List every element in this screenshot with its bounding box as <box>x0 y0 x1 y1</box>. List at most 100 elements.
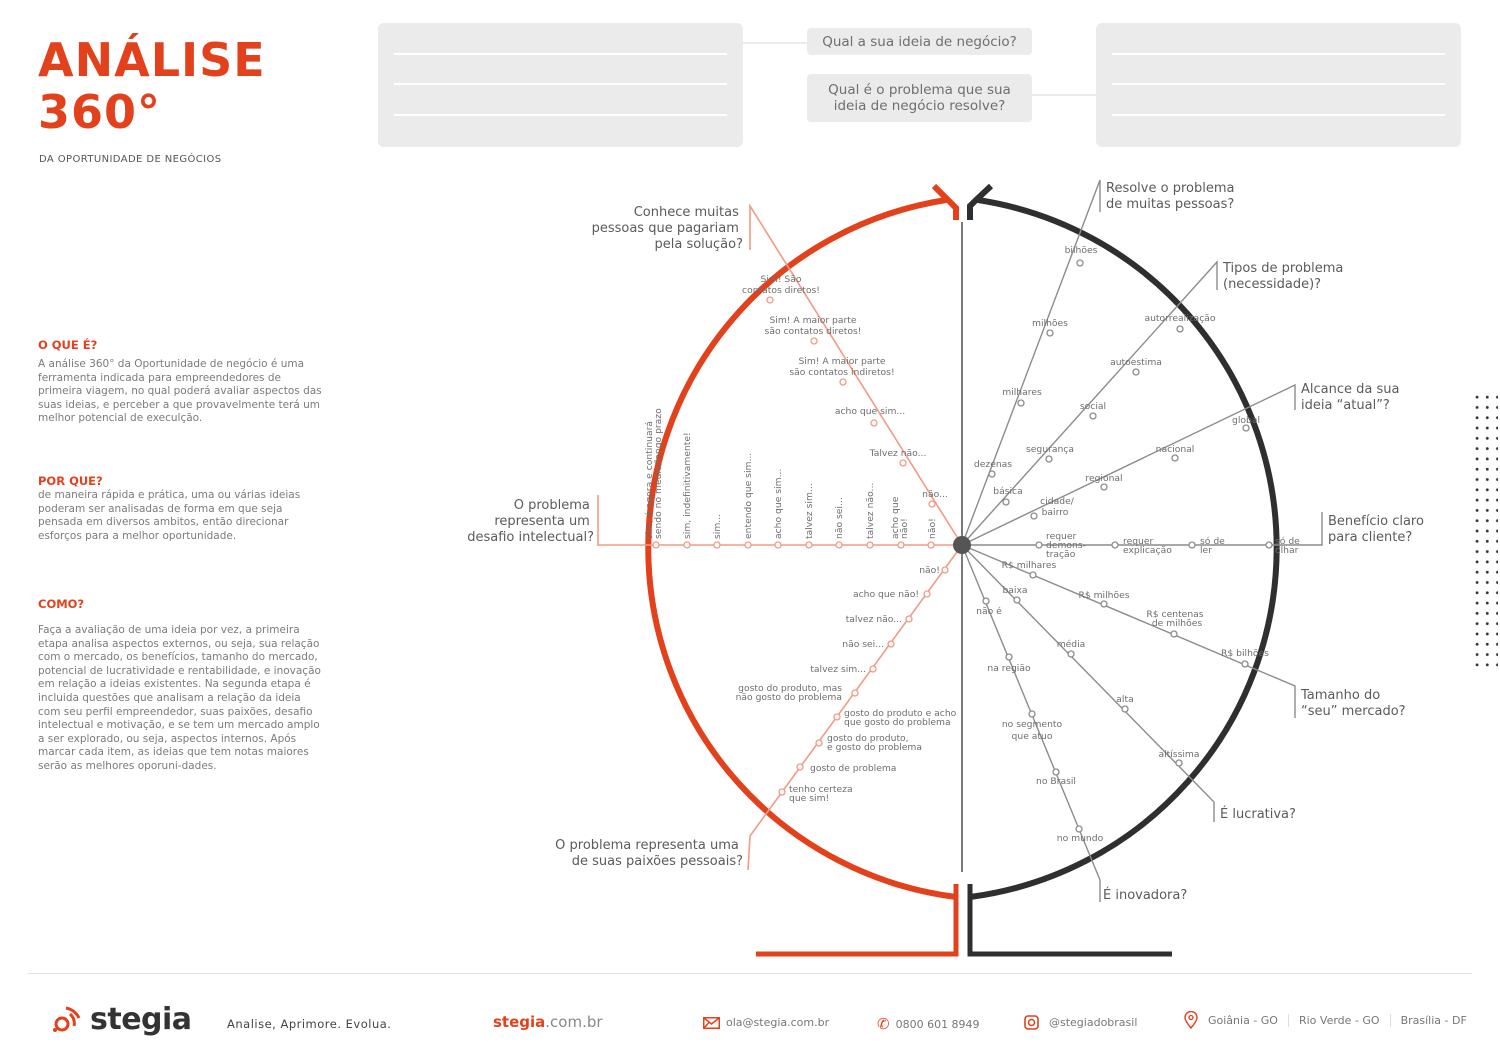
svg-text:bilhões: bilhões <box>1065 245 1098 256</box>
svg-text:global: global <box>1232 415 1260 426</box>
svg-text:sim...: sim... <box>712 514 723 539</box>
svg-text:que atuo: que atuo <box>1012 731 1053 742</box>
svg-text:Sim! São: Sim! São <box>760 274 801 285</box>
question-market-size: Tamanho do “seu” mercado? <box>1300 688 1406 719</box>
svg-text:talvez não...: talvez não... <box>846 614 902 625</box>
svg-text:gosto de problema: gosto de problema <box>810 763 896 774</box>
svg-text:social: social <box>1080 401 1106 412</box>
svg-text:básica: básica <box>993 486 1022 497</box>
question-personal-passion: O problema representa uma de suas paixõe… <box>555 838 743 869</box>
svg-text:só de: só de <box>1200 536 1225 547</box>
svg-text:cidade/: cidade/ <box>1040 496 1075 507</box>
footer-site-brand: stegia <box>493 1013 546 1031</box>
phone-icon: ✆ <box>877 1015 890 1033</box>
svg-text:não!: não! <box>899 518 910 539</box>
location-pin-icon <box>1184 1011 1198 1029</box>
section-why: POR QUE? de maneira rápida e prática, um… <box>38 474 323 543</box>
section-why-heading: POR QUE? <box>38 474 103 488</box>
svg-text:R$ milhares: R$ milhares <box>1002 560 1057 571</box>
svg-text:Sim! A maior parte: Sim! A maior parte <box>798 356 885 367</box>
footer-email-link[interactable]: ola@stegia.com.br <box>703 1016 829 1029</box>
external-arc-bottom-bracket <box>967 884 1172 957</box>
internal-arc-top-cap <box>931 183 959 220</box>
svg-text:nacional: nacional <box>1156 444 1195 455</box>
svg-text:sendo no médio/longo prazo: sendo no médio/longo prazo <box>653 408 664 539</box>
footer-tagline: Analise, Aprimore. Evolua. <box>227 1017 392 1031</box>
svg-text:alta: alta <box>1116 694 1133 705</box>
svg-text:regional: regional <box>1085 473 1122 484</box>
svg-text:Talvez não...: Talvez não... <box>869 448 927 459</box>
question-problem-type: Tipos de problema (necessidade)? <box>1222 261 1348 292</box>
page-subtitle: DA OPORTUNIDADE DE NEGÓCIOS <box>39 154 222 165</box>
svg-text:talvez não...: talvez não... <box>865 483 876 539</box>
svg-text:na região: na região <box>987 663 1031 674</box>
svg-text:no segmento: no segmento <box>1002 719 1063 730</box>
footer-phone-link[interactable]: ✆ 0800 601 8949 <box>877 1015 980 1033</box>
question-innovative: É inovadora? <box>1103 887 1187 903</box>
svg-text:sim, indefinitivamente!: sim, indefinitivamente! <box>682 432 693 539</box>
footer-instagram-link[interactable]: @stegiadobrasil <box>1024 1015 1137 1030</box>
external-arc-top-cap <box>967 183 994 220</box>
title-line-2: 360° <box>38 85 162 139</box>
svg-text:explicação: explicação <box>1123 545 1172 556</box>
svg-text:não é: não é <box>976 606 1002 617</box>
question-profitable: É lucrativa? <box>1220 806 1296 822</box>
svg-text:sim, é agora e continuará: sim, é agora e continuará <box>644 421 655 539</box>
svg-text:requer: requer <box>1046 531 1077 542</box>
idea-answer-box[interactable] <box>378 23 743 147</box>
svg-text:entendo que sim...: entendo que sim... <box>743 453 754 539</box>
svg-text:talvez sim...: talvez sim... <box>810 664 866 675</box>
svg-text:não gosto do problema: não gosto do problema <box>736 692 842 703</box>
svg-text:que sim!: que sim! <box>789 793 829 804</box>
svg-text:acho que sim...: acho que sim... <box>835 406 905 417</box>
svg-text:milhares: milhares <box>1002 387 1042 398</box>
problem-question-label: Qual é o problema que sua ideia de negóc… <box>807 74 1032 122</box>
section-how-heading: COMO? <box>38 597 85 611</box>
svg-text:só de: só de <box>1275 536 1300 547</box>
svg-text:de milhões: de milhões <box>1152 618 1203 629</box>
svg-text:acho que sim...: acho que sim... <box>773 469 784 539</box>
svg-text:não sei...: não sei... <box>842 639 884 650</box>
footer-site-suffix: .com.br <box>545 1013 603 1031</box>
svg-text:gosto do produto e acho: gosto do produto e acho <box>844 708 957 719</box>
svg-text:gosto do produto, mas: gosto do produto, mas <box>738 683 842 694</box>
section-what: O QUE É? A análise 360° da Oportunidade … <box>38 338 323 426</box>
footer-website-link[interactable]: stegia .com.br <box>493 1013 603 1031</box>
svg-text:dezenas: dezenas <box>974 459 1012 470</box>
footer-location-rio-verde: Rio Verde - GO <box>1289 1013 1391 1027</box>
svg-text:requer: requer <box>1123 536 1154 547</box>
svg-text:média: média <box>1057 639 1086 650</box>
svg-text:no Brasil: no Brasil <box>1036 776 1076 787</box>
footer-divider <box>28 973 1472 974</box>
question-solves-many: Resolve o problema de muitas pessoas? <box>1106 181 1239 212</box>
svg-text:Sim! A maior parte: Sim! A maior parte <box>769 315 856 326</box>
svg-text:talvez sim...: talvez sim... <box>804 483 815 539</box>
idea-connector <box>743 42 807 44</box>
question-intellectual-challenge: O problema representa um desafio intelec… <box>467 498 594 545</box>
footer-locations: Goiânia - GO Rio Verde - GO Brasília - D… <box>1184 1011 1467 1029</box>
problem-answer-box[interactable] <box>1096 23 1461 147</box>
svg-text:acho que não!: acho que não! <box>853 589 919 600</box>
svg-text:R$ bilhões: R$ bilhões <box>1221 648 1269 659</box>
svg-text:R$ milhões: R$ milhões <box>1078 590 1129 601</box>
svg-text:são contatos diretos!: são contatos diretos! <box>765 326 862 337</box>
svg-text:não sei...: não sei... <box>834 497 845 539</box>
question-reach: Alcance da sua ideia “atual”? <box>1301 382 1404 413</box>
section-how: COMO? Faça a avaliação de uma ideia por … <box>38 597 323 774</box>
footer-instagram: @stegiadobrasil <box>1049 1016 1138 1029</box>
svg-text:e gosto do problema: e gosto do problema <box>827 742 922 753</box>
svg-text:que gosto do problema: que gosto do problema <box>844 717 951 728</box>
svg-text:autoestima: autoestima <box>1110 357 1162 368</box>
instagram-icon <box>1024 1015 1039 1030</box>
svg-text:acho que: acho que <box>890 496 901 539</box>
svg-text:gosto do produto,: gosto do produto, <box>827 733 909 744</box>
svg-text:altíssima: altíssima <box>1158 749 1199 760</box>
svg-text:segurança: segurança <box>1026 444 1074 455</box>
section-what-heading: O QUE É? <box>38 338 98 352</box>
svg-text:não...: não... <box>922 489 948 500</box>
title-line-1: ANÁLISE <box>38 33 266 87</box>
footer-location-brasilia: Brasília - DF <box>1400 1013 1467 1027</box>
problem-connector <box>1032 94 1096 96</box>
svg-text:contatos diretos!: contatos diretos! <box>742 285 820 296</box>
footer-logo: stegia <box>50 1002 192 1037</box>
